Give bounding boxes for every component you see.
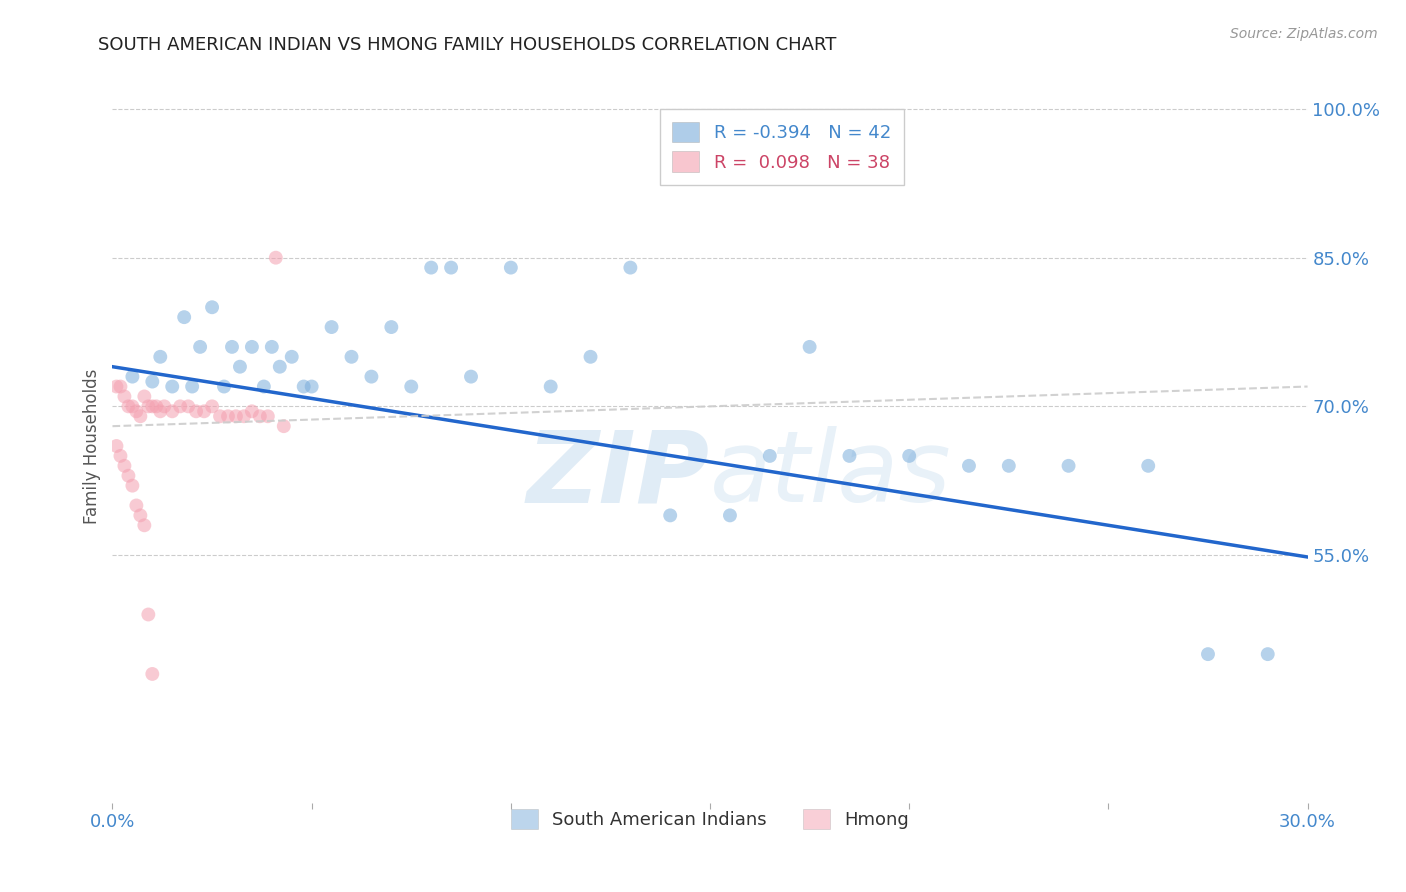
Point (110, 449, 132, 463)
Point (1057, 458, 1080, 473)
Point (125, 499, 148, 513)
Point (420, 260, 443, 275)
Point (121, 369, 143, 384)
Point (799, 340, 821, 354)
Point (209, 409, 232, 424)
Point (321, 320, 343, 334)
Point (440, 260, 463, 275)
Point (141, 375, 163, 389)
Point (114, 389, 135, 403)
Point (240, 340, 263, 354)
Point (718, 508, 741, 523)
Point (173, 310, 195, 325)
Point (201, 400, 224, 414)
Point (181, 379, 204, 393)
Point (759, 449, 782, 463)
Point (186, 404, 208, 418)
Point (177, 400, 200, 414)
Point (957, 458, 980, 473)
Point (105, 379, 128, 393)
Point (153, 400, 176, 414)
Point (1197, 647, 1219, 661)
Point (149, 404, 172, 418)
Point (540, 379, 562, 393)
Point (149, 350, 172, 364)
Point (460, 369, 482, 384)
Point (225, 409, 247, 424)
Point (221, 340, 243, 354)
Point (129, 409, 152, 424)
Point (257, 409, 280, 424)
Point (281, 350, 304, 364)
Point (1137, 458, 1160, 473)
Point (240, 404, 263, 418)
Point (114, 458, 135, 473)
Point (249, 409, 271, 424)
Point (117, 400, 139, 414)
Point (201, 300, 224, 314)
Text: SOUTH AMERICAN INDIAN VS HMONG FAMILY HOUSEHOLDS CORRELATION CHART: SOUTH AMERICAN INDIAN VS HMONG FAMILY HO… (98, 36, 837, 54)
Point (292, 379, 315, 393)
Point (141, 667, 163, 681)
Point (110, 379, 132, 393)
Point (141, 400, 163, 414)
Point (212, 379, 235, 393)
Point (105, 439, 128, 453)
Point (125, 404, 148, 418)
Text: Source: ZipAtlas.com: Source: ZipAtlas.com (1230, 27, 1378, 41)
Point (121, 400, 143, 414)
Point (499, 260, 522, 275)
Point (162, 379, 183, 393)
Y-axis label: Family Households: Family Households (83, 368, 101, 524)
Point (898, 449, 921, 463)
Point (162, 404, 183, 418)
Point (129, 508, 152, 523)
Point (193, 404, 215, 418)
Point (401, 379, 423, 393)
Point (301, 379, 323, 393)
Point (380, 320, 402, 334)
Point (233, 409, 256, 424)
Point (134, 518, 156, 533)
Point (188, 340, 211, 354)
Point (838, 449, 860, 463)
Text: ZIP: ZIP (527, 426, 710, 523)
Point (121, 478, 143, 492)
Point (117, 468, 139, 483)
Point (1257, 647, 1279, 661)
Point (260, 340, 283, 354)
Point (360, 369, 382, 384)
Point (169, 400, 191, 414)
Point (138, 400, 160, 414)
Legend: South American Indians, Hmong: South American Indians, Hmong (503, 801, 917, 837)
Point (619, 260, 641, 275)
Point (340, 350, 363, 364)
Point (579, 350, 602, 364)
Point (145, 400, 167, 414)
Point (264, 251, 287, 265)
Point (659, 508, 682, 523)
Text: atlas: atlas (710, 426, 952, 523)
Point (229, 359, 252, 374)
Point (134, 389, 156, 403)
Point (273, 419, 295, 434)
Point (138, 607, 160, 622)
Point (269, 359, 291, 374)
Point (253, 379, 276, 393)
Point (217, 409, 239, 424)
Point (998, 458, 1021, 473)
